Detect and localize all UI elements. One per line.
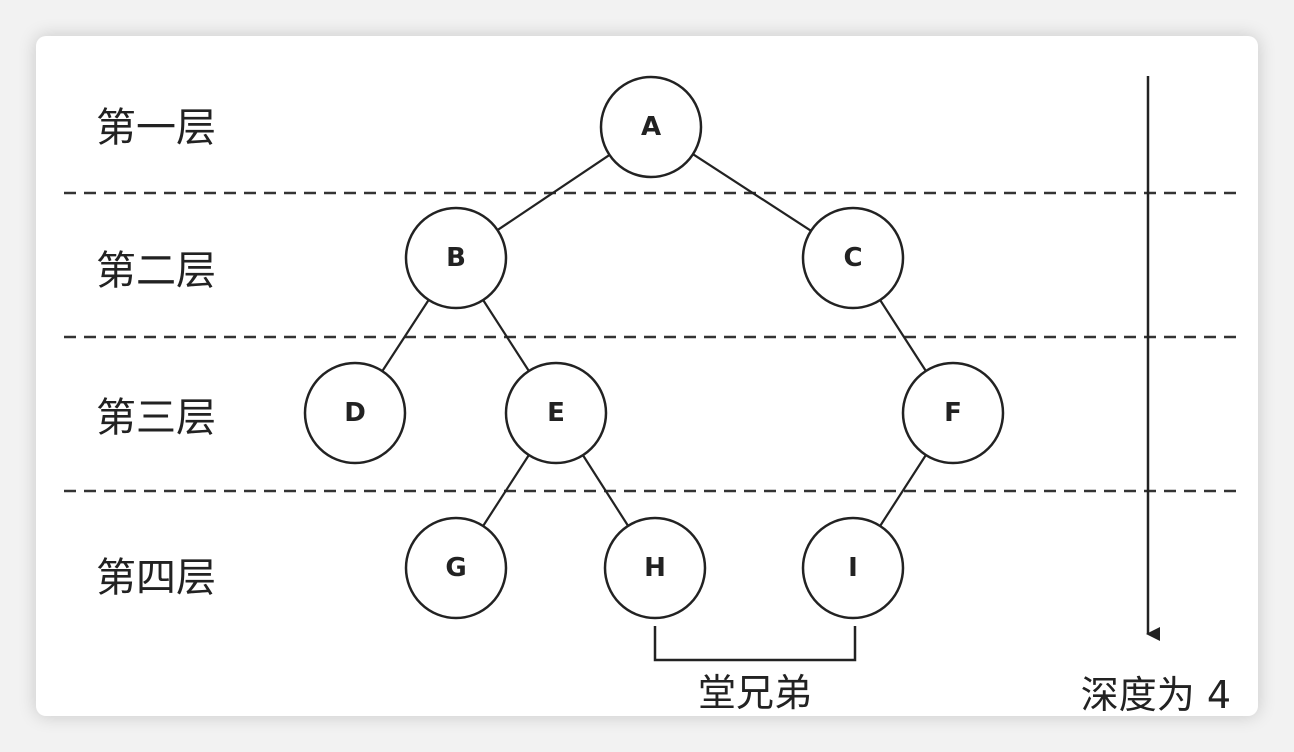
edge-c-f <box>879 299 927 372</box>
tree-node-g: G <box>404 516 508 620</box>
node-label-a: A <box>641 112 661 142</box>
node-label-e: E <box>547 398 565 428</box>
edge-a-b <box>496 153 611 232</box>
node-label-f: F <box>944 398 962 428</box>
node-label-d: D <box>344 398 366 428</box>
diagram-card: 第一层 第二层 第三层 第四层 A B C D E F <box>36 36 1258 716</box>
edge-a-c <box>692 153 812 232</box>
cousin-label: 堂兄弟 <box>698 671 812 715</box>
level-label-4: 第四层 <box>96 555 216 601</box>
edge-e-g <box>482 454 530 527</box>
node-label-i: I <box>848 553 858 583</box>
tree-node-c: C <box>801 206 905 310</box>
edge-e-h <box>581 454 630 527</box>
node-label-c: C <box>843 243 862 273</box>
tree-node-i: I <box>801 516 905 620</box>
edge-f-i <box>879 454 927 527</box>
tree-node-f: F <box>901 361 1005 465</box>
level-label-2: 第二层 <box>96 248 216 294</box>
edges-layer <box>381 153 927 527</box>
tree-node-a: A <box>599 75 703 179</box>
level-label-3: 第三层 <box>96 395 216 441</box>
tree-node-d: D <box>303 361 407 465</box>
level-label-1: 第一层 <box>96 105 216 151</box>
node-label-b: B <box>446 243 466 273</box>
tree-node-h: H <box>603 516 707 620</box>
cousin-bracket <box>653 626 857 662</box>
node-label-g: G <box>445 553 466 583</box>
tree-node-b: B <box>404 206 508 310</box>
tree-diagram: 第一层 第二层 第三层 第四层 A B C D E F <box>64 75 1236 716</box>
edge-b-d <box>381 299 430 372</box>
edge-b-e <box>482 299 530 372</box>
node-label-h: H <box>644 553 666 583</box>
tree-node-e: E <box>504 361 608 465</box>
depth-label: 深度为 4 <box>1081 673 1231 716</box>
